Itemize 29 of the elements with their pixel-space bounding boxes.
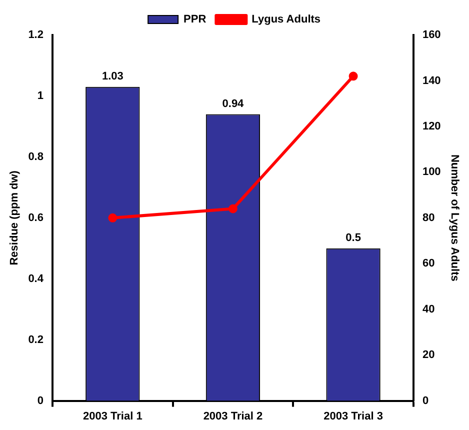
y-tick-label: 0.2 [28, 334, 44, 346]
y-tick-label: 1.2 [28, 29, 44, 42]
y2-tick-label: 160 [422, 29, 441, 42]
x-tick-label: 2003 Trial 2 [203, 410, 263, 422]
x-tick-label: 2003 Trial 3 [324, 410, 383, 422]
y-tick-label: 0.6 [28, 212, 44, 224]
y2-tick-label: 0 [422, 394, 429, 407]
legend-label: PPR [184, 14, 206, 26]
y2-tick-label: 120 [422, 120, 441, 132]
y2-tick-label: 40 [422, 303, 435, 316]
y2-tick-label: 100 [422, 166, 441, 178]
y2-tick-label: 20 [422, 349, 435, 362]
y-axis-title: Residue (ppm dw) [8, 170, 21, 266]
y-tick-label: 0 [37, 394, 44, 407]
legend-label: Lygus Adults [252, 14, 321, 26]
y2-tick-label: 60 [422, 258, 435, 270]
y2-tick-label: 80 [422, 212, 435, 224]
y-tick-label: 0.4 [28, 272, 44, 285]
point [228, 204, 238, 214]
data-label: 0.94 [222, 98, 245, 110]
y2-tick-label: 140 [422, 74, 441, 87]
x-tick-label: 2003 Trial 1 [82, 410, 142, 422]
point [348, 72, 358, 81]
point [108, 213, 118, 222]
y-tick-label: 0.8 [28, 150, 44, 163]
data-label: 1.03 [102, 70, 124, 82]
data-label: 0.5 [346, 232, 361, 244]
y-tick-label: 1 [37, 90, 44, 102]
y2-axis-title: Number of Lygus Adults [448, 154, 460, 282]
